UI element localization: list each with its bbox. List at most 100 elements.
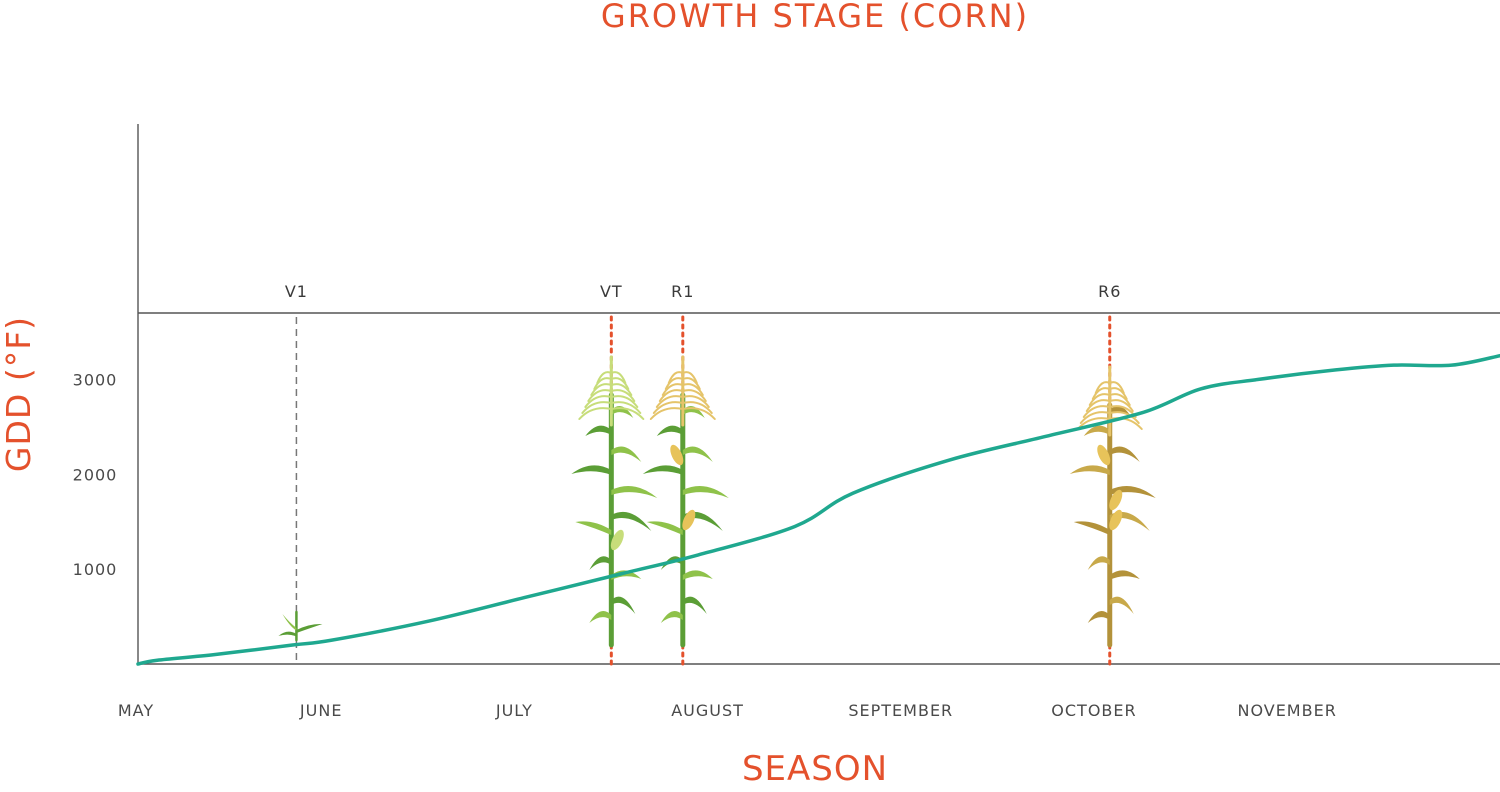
x-tick-label: JUNE [299,701,343,720]
tassel-branch [1108,387,1128,400]
tassel-branch [681,389,707,402]
y-tick-label: 2000 [73,465,118,484]
leaf [571,465,612,475]
tassel-branch [658,389,684,402]
tassel-branch [610,383,633,396]
tassel-branch [1091,387,1111,400]
tassel-branch [610,395,639,408]
tassel-branch [1108,393,1131,406]
leaf [1069,465,1110,475]
tassel-branch [590,383,613,396]
x-tick-label: NOVEMBER [1237,701,1336,720]
tassel-branch [1094,381,1111,394]
leaf [1109,570,1140,580]
leaf [1109,446,1140,462]
tassel-branch [610,407,645,420]
leaf [656,425,683,436]
leaf [682,596,707,614]
tassel-branch [661,383,684,396]
ear [1109,489,1123,511]
seedling-leaf [296,623,323,633]
leaf [611,511,652,531]
leaf [642,465,683,475]
tassel-branch [1108,411,1140,424]
x-tick-labels: MAY JUNE JULY AUGUST SEPTEMBER OCTOBER NOVEMBE… [118,701,1336,720]
corn-plant-r6 [1069,365,1156,648]
plot-frame [137,124,1500,665]
ear [1109,509,1123,531]
series-layer [136,353,1500,666]
corn-plant-vt [571,355,658,648]
x-tick-label: JULY [495,701,533,720]
seedling-leaf [278,631,297,637]
ear [610,529,624,551]
tassel-branch [649,407,684,420]
stage-label: VT [600,282,623,301]
tassel-branch [681,395,710,408]
tassel-branch [596,371,613,384]
leaf [575,521,612,535]
tassel-branch [581,401,613,414]
leaf [1083,425,1110,436]
leaf [589,556,612,570]
growth-stage-title: GROWTH STAGE (CORN) [601,0,1029,35]
y-axis-title: GDD (°F) [0,316,38,472]
tassel-branch [1079,411,1111,424]
leaf [589,610,612,623]
tassel-branch [593,377,613,390]
tassel-branch [610,377,630,390]
tassel-branch [587,389,613,402]
tassel-branch [681,371,698,384]
corn-plants [278,355,1156,648]
leaf [1087,610,1110,623]
stage-label: V1 [285,282,308,301]
tassel [649,355,716,427]
tassel-branch [610,401,642,414]
tassel-branch [681,401,713,414]
leaf [682,485,729,498]
tassel-branch [652,401,684,414]
leaf [646,521,683,535]
corn-plant-r1 [642,355,729,648]
tassel-branch [1088,393,1111,406]
tassel-branch [664,377,684,390]
leaf [585,425,612,436]
y-tick-labels: 1000 2000 3000 [73,370,118,579]
ear [670,444,684,466]
stage-label: R6 [1098,282,1121,301]
tassel-branch [667,371,684,384]
tassel-branch [1108,417,1143,430]
x-tick-label: SEPTEMBER [848,701,953,720]
y-tick-label: 3000 [73,370,118,389]
leaf [1109,596,1134,614]
x-tick-label: AUGUST [671,701,744,720]
leaf [682,446,713,462]
leaf [611,596,636,614]
tassel-branch [655,395,684,408]
corn-plant-v1 [278,610,323,642]
leaf [682,570,713,580]
stage-label: R1 [671,282,694,301]
x-axis-title: SEASON [742,749,888,789]
tassel-branch [1108,381,1125,394]
stage-markers: V1 VT R1 R6 [285,282,1121,666]
tassel-branch [584,395,613,408]
tassel [1076,365,1143,437]
ear [1097,444,1111,466]
tassel-branch [610,371,627,384]
seedling-leaf [282,614,297,631]
gdd-series-line [136,353,1500,666]
tassel-branch [1108,399,1134,412]
leaf [1087,556,1110,570]
ear [682,509,696,531]
leaf [660,610,683,623]
leaf [611,485,658,498]
tassel-branch [1082,405,1111,418]
y-tick-label: 1000 [73,560,118,579]
x-tick-label: OCTOBER [1051,701,1136,720]
leaf [1109,485,1156,498]
tassel-branch [681,383,704,396]
x-tick-label: MAY [118,701,154,720]
tassel-branch [681,377,701,390]
